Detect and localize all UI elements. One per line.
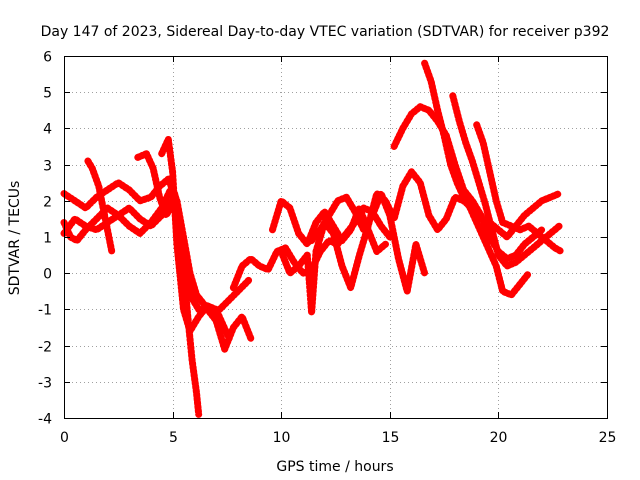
chart-title: Day 147 of 2023, Sidereal Day-to-day VTE… bbox=[41, 24, 610, 40]
series-sat-i bbox=[277, 168, 563, 317]
y-tick-label: -1 bbox=[38, 303, 52, 319]
x-tick-label: 5 bbox=[169, 430, 178, 446]
x-axis-label: GPS time / hours bbox=[276, 459, 393, 475]
series-sat-m bbox=[449, 92, 563, 270]
y-tick-label: 1 bbox=[43, 231, 52, 247]
series-sat-j bbox=[308, 190, 429, 295]
series-sat-a bbox=[60, 175, 253, 317]
series-sat-c bbox=[84, 157, 116, 255]
y-tick-label: -3 bbox=[38, 376, 52, 392]
x-tick-label: 10 bbox=[273, 430, 291, 446]
series-layer bbox=[60, 59, 565, 418]
x-tick-label: 15 bbox=[382, 430, 400, 446]
y-axis-label: SDTVAR / TECUs bbox=[7, 181, 23, 296]
series-sat-f bbox=[158, 135, 233, 342]
series-sat-k bbox=[390, 103, 546, 263]
series-sat-n bbox=[473, 121, 565, 255]
x-tick-label: 0 bbox=[60, 430, 69, 446]
y-tick-label: 2 bbox=[43, 195, 52, 211]
series-sat-l bbox=[421, 59, 533, 299]
x-tick-label: 20 bbox=[490, 430, 508, 446]
x-tick-label: 25 bbox=[599, 430, 617, 446]
y-tick-label: 6 bbox=[43, 50, 52, 66]
y-tick-label: 4 bbox=[43, 122, 52, 138]
y-tick-label: 5 bbox=[43, 86, 52, 102]
y-tick-label: 3 bbox=[43, 159, 52, 175]
y-tick-label: 0 bbox=[43, 267, 52, 283]
ticks: 0 5 10 15 20 25 -4 -3 -2 -1 0 1 2 3 4 5 6 bbox=[38, 50, 616, 447]
y-tick-label: -2 bbox=[38, 340, 52, 356]
y-tick-label: -4 bbox=[38, 412, 52, 428]
grid bbox=[64, 56, 607, 418]
